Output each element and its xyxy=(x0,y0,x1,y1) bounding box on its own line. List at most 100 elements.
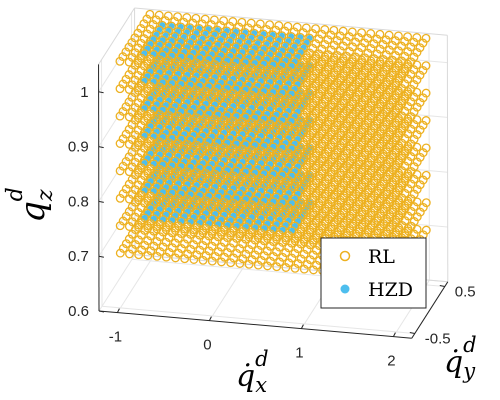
rl-point xyxy=(351,94,361,104)
rl-point xyxy=(385,60,395,70)
rl-point xyxy=(372,34,382,44)
rl-point xyxy=(228,31,238,41)
rl-point xyxy=(235,176,245,186)
rl-point xyxy=(133,125,143,135)
rl-point xyxy=(155,219,165,229)
rl-point xyxy=(275,257,285,267)
rl-point xyxy=(247,200,257,210)
rl-point xyxy=(164,165,174,175)
rl-point xyxy=(281,235,291,245)
rl-point xyxy=(412,212,422,222)
rl-point xyxy=(161,225,171,235)
rl-point xyxy=(234,79,244,89)
rl-point xyxy=(302,68,312,78)
rl-point xyxy=(393,31,403,41)
rl-point xyxy=(228,101,238,111)
rl-point xyxy=(173,12,183,22)
rl-point xyxy=(201,44,211,54)
rl-point xyxy=(179,102,189,112)
rl-point xyxy=(189,145,199,155)
rl-point xyxy=(363,33,373,43)
rl-point xyxy=(203,24,213,34)
rl-point xyxy=(143,153,152,163)
rl-point xyxy=(250,250,260,260)
rl-point xyxy=(302,150,312,160)
rl-point xyxy=(302,122,312,132)
rl-point xyxy=(235,134,244,144)
rl-point xyxy=(265,159,275,169)
rl-point xyxy=(372,119,382,129)
rl-point xyxy=(373,79,383,89)
rl-point xyxy=(219,60,229,70)
rl-point xyxy=(284,230,294,240)
rl-point xyxy=(317,44,327,54)
rl-point xyxy=(323,50,333,60)
rl-point xyxy=(369,123,379,133)
rl-point xyxy=(207,119,217,129)
rl-point xyxy=(124,194,134,204)
rl-point xyxy=(170,89,180,98)
rl-point xyxy=(229,198,239,208)
rl-point xyxy=(329,25,339,35)
rl-point xyxy=(406,112,416,122)
rl-point xyxy=(146,191,156,201)
rl-point xyxy=(234,22,244,32)
rl-point xyxy=(283,79,293,88)
rl-point xyxy=(360,150,370,160)
rl-point xyxy=(197,19,207,29)
rl-point xyxy=(308,43,318,53)
rl-point xyxy=(364,188,374,197)
rl-point xyxy=(142,71,152,81)
rl-point xyxy=(127,162,137,172)
rl-point xyxy=(188,33,198,43)
rl-point xyxy=(204,246,214,256)
z-tick-label: 1 xyxy=(80,84,88,101)
rl-point xyxy=(317,59,327,69)
rl-point xyxy=(354,32,364,42)
rl-point xyxy=(409,37,419,47)
rl-point xyxy=(216,78,226,88)
rl-point xyxy=(151,30,161,40)
rl-point xyxy=(237,75,247,84)
rl-point xyxy=(277,61,287,70)
rl-point xyxy=(320,137,330,146)
rl-point xyxy=(299,209,309,219)
rl-point xyxy=(400,176,410,186)
rl-point xyxy=(244,68,254,77)
rl-point xyxy=(179,184,189,194)
rl-point xyxy=(127,120,137,130)
rl-point xyxy=(185,38,195,48)
rl-point xyxy=(256,186,266,196)
rl-point xyxy=(134,168,143,177)
rl-point xyxy=(161,115,171,125)
rl-point xyxy=(293,259,303,269)
rl-point xyxy=(314,91,324,101)
rl-point xyxy=(115,111,125,121)
rl-point xyxy=(167,78,177,88)
rl-point xyxy=(293,149,303,159)
rl-point xyxy=(281,248,291,258)
rl-point xyxy=(140,131,149,141)
rl-point xyxy=(421,88,431,98)
legend-label-hzd: HZD xyxy=(368,279,413,301)
z-tick-mark xyxy=(98,146,104,149)
rl-point xyxy=(308,140,318,150)
rl-point xyxy=(394,185,404,195)
rl-point xyxy=(167,188,177,198)
rl-point xyxy=(253,245,263,255)
rl-point xyxy=(207,92,217,102)
rl-point xyxy=(265,187,275,196)
rl-point xyxy=(344,32,354,42)
rl-point xyxy=(244,107,254,117)
rl-point xyxy=(136,108,146,118)
rl-point xyxy=(225,51,235,61)
rl-point xyxy=(357,167,367,177)
rl-point xyxy=(406,221,416,231)
rl-point xyxy=(366,141,376,150)
rl-point xyxy=(133,180,143,190)
rl-point xyxy=(299,140,309,150)
rl-point xyxy=(320,191,330,201)
rl-point xyxy=(180,254,190,264)
rl-point xyxy=(216,65,226,75)
